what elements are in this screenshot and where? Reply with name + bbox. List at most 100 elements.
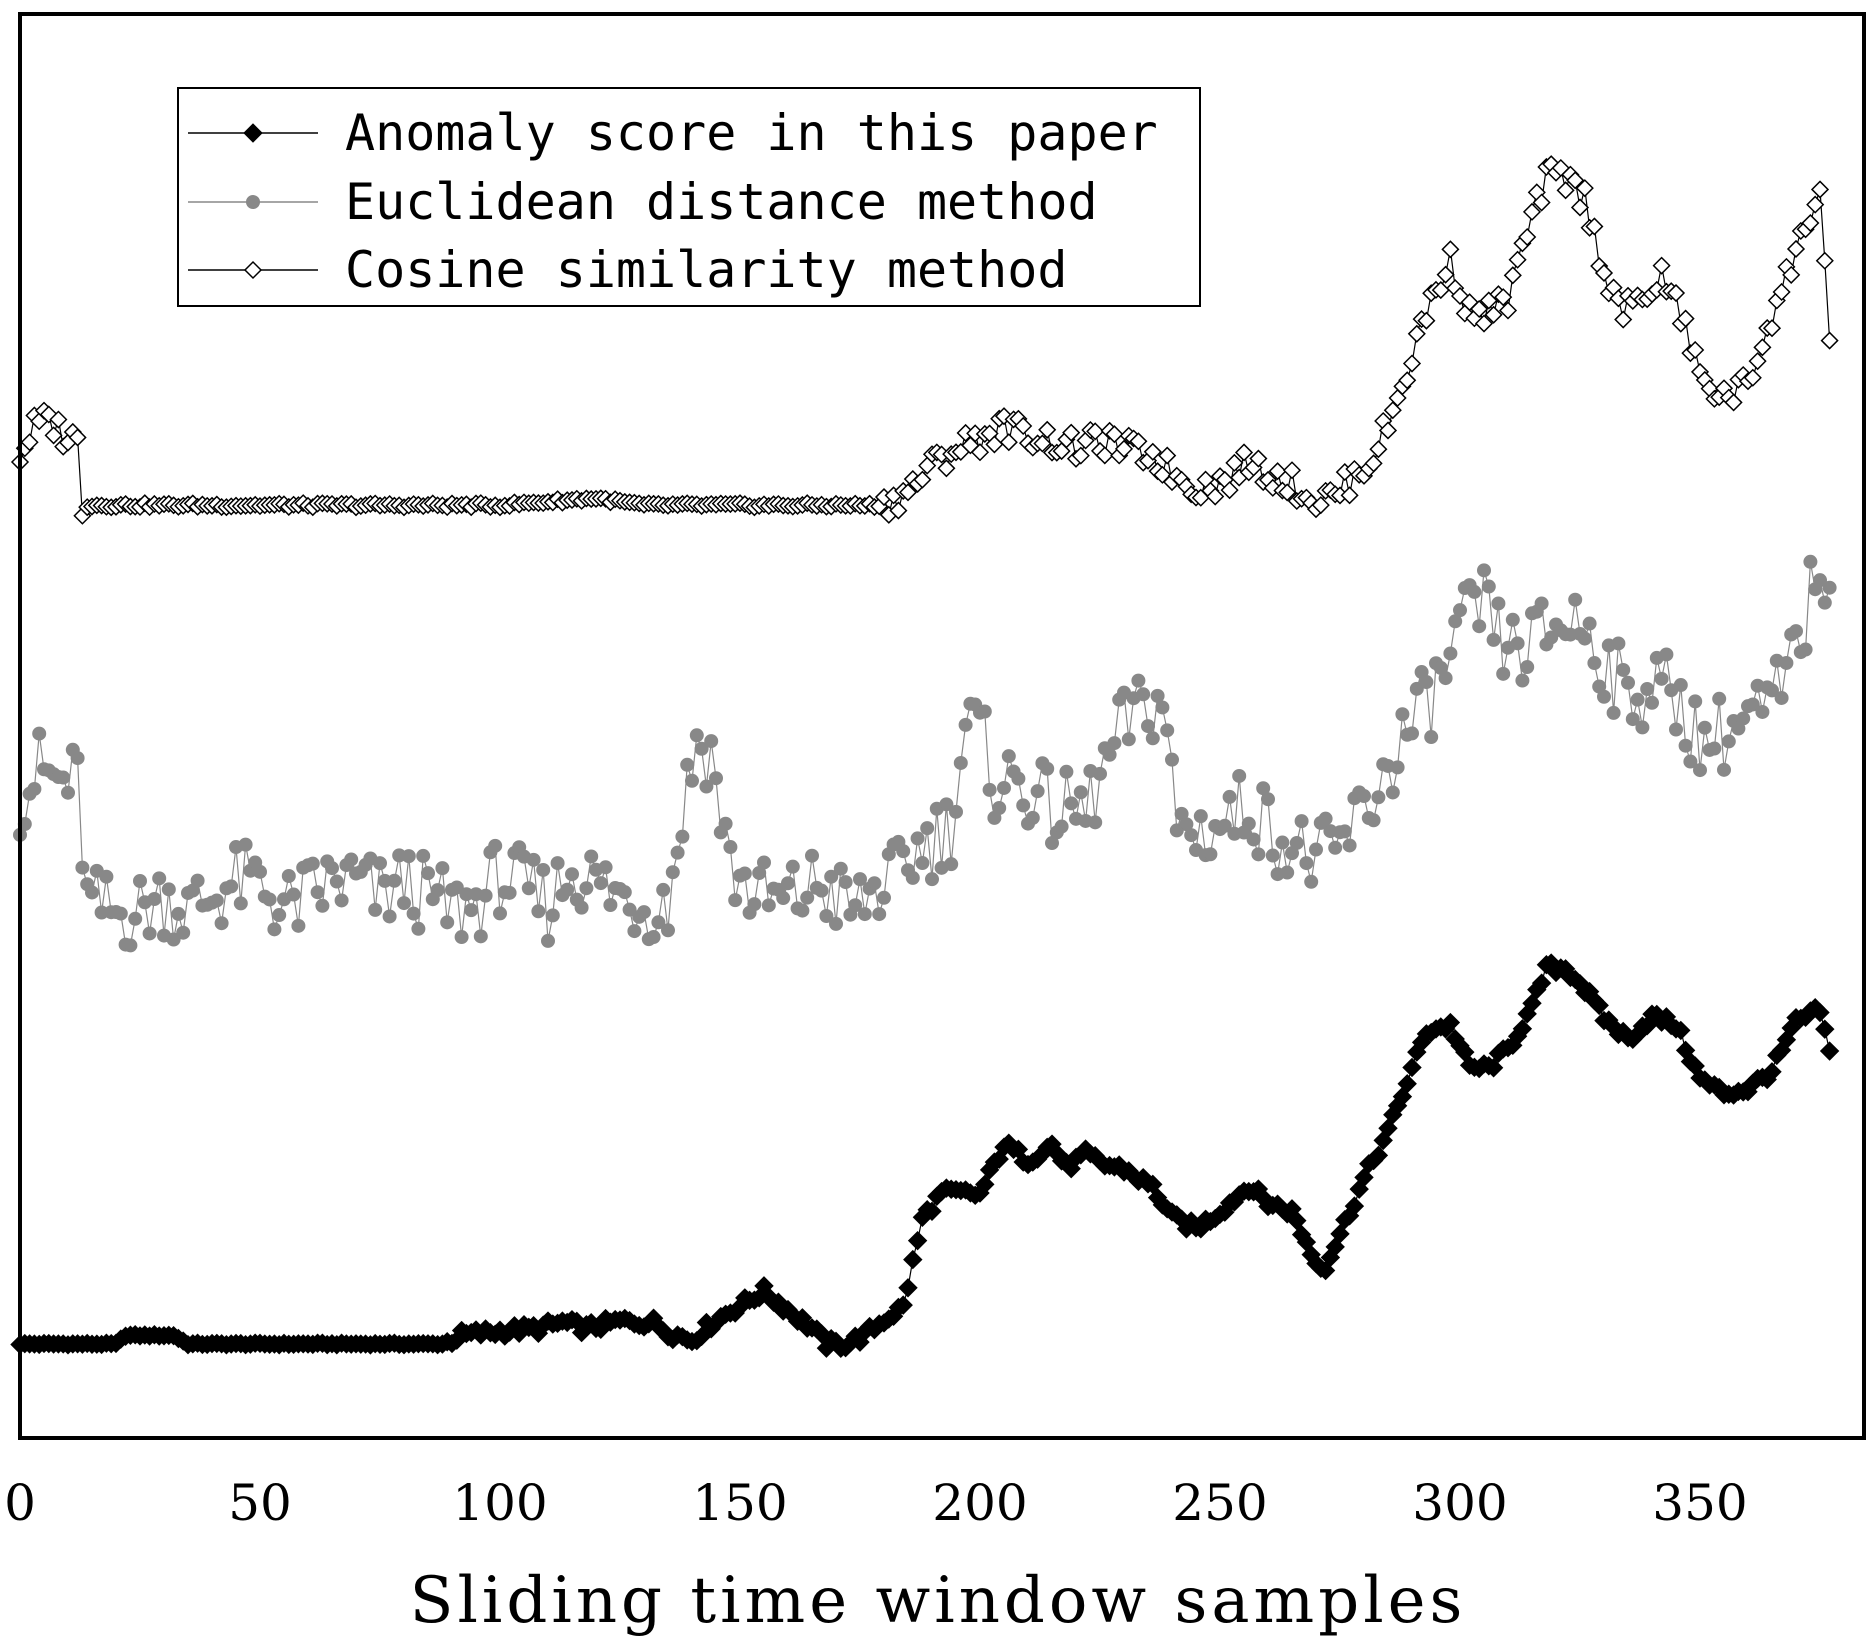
data-point	[565, 867, 579, 882]
data-point	[867, 876, 882, 891]
legend-marker	[243, 260, 263, 280]
data-point	[1088, 815, 1103, 830]
data-point	[1206, 487, 1225, 506]
data-point	[1510, 636, 1525, 651]
data-point	[699, 779, 714, 794]
data-point	[214, 916, 229, 931]
data-point	[20, 433, 39, 452]
data-point	[1330, 1224, 1350, 1244]
data-point	[1786, 239, 1806, 259]
legend-marker	[246, 195, 260, 209]
data-point	[1810, 1002, 1830, 1023]
data-point	[593, 876, 608, 891]
data-point	[680, 757, 695, 772]
data-point	[464, 903, 479, 918]
data-point	[1278, 483, 1297, 502]
data-point	[1683, 754, 1698, 769]
data-point	[958, 717, 973, 732]
data-point	[1568, 592, 1583, 607]
series-1	[10, 953, 1840, 1358]
data-point	[661, 923, 675, 938]
data-point	[1402, 1057, 1422, 1078]
data-point	[1589, 995, 1609, 1016]
data-point	[781, 876, 795, 891]
data-point	[1779, 655, 1794, 670]
data-point	[123, 938, 138, 953]
data-point	[1803, 554, 1818, 569]
data-point	[982, 782, 997, 797]
data-point	[1671, 1020, 1691, 1041]
data-point	[1402, 354, 1422, 373]
data-point	[1772, 282, 1791, 302]
data-point	[1268, 462, 1287, 481]
data-point	[857, 907, 872, 922]
data-point	[949, 804, 963, 819]
data-point	[1241, 816, 1256, 831]
data-point	[1645, 695, 1659, 710]
x-axis-title: Sliding time window samples	[410, 1564, 1467, 1638]
data-point	[1570, 198, 1590, 217]
data-point	[685, 773, 699, 788]
data-point	[147, 891, 162, 906]
data-point	[903, 1249, 923, 1270]
data-point	[1531, 973, 1552, 993]
data-point	[1697, 720, 1712, 735]
data-point	[1095, 446, 1114, 465]
data-point	[1246, 832, 1261, 847]
data-point	[1390, 760, 1405, 775]
data-point	[1424, 730, 1439, 745]
data-point	[977, 704, 992, 719]
data-point	[1364, 454, 1383, 473]
data-point	[1614, 310, 1633, 329]
data-point	[1131, 673, 1146, 688]
data-point	[913, 470, 932, 489]
data-point	[291, 918, 306, 933]
data-point	[1503, 266, 1522, 285]
data-point	[1686, 340, 1705, 360]
data-point	[617, 885, 632, 900]
data-point	[1001, 749, 1016, 764]
data-point	[1107, 736, 1122, 751]
data-point	[1217, 818, 1232, 833]
data-point	[907, 1230, 928, 1251]
data-point	[49, 410, 68, 429]
data-point	[1193, 809, 1208, 824]
data-point	[898, 1278, 918, 1298]
data-point	[478, 888, 493, 903]
data-point	[1141, 719, 1155, 734]
legend-entry: Cosine similarity method	[188, 241, 1067, 299]
data-point	[1721, 734, 1736, 749]
series-layer	[10, 155, 1840, 1358]
data-point	[1143, 442, 1162, 461]
data-point	[1755, 704, 1770, 719]
data-point	[985, 435, 1004, 454]
data-point	[128, 911, 143, 926]
data-point	[1014, 416, 1033, 436]
data-point	[75, 860, 90, 875]
data-point	[550, 856, 565, 871]
data-point	[814, 883, 829, 898]
data-point	[1220, 481, 1239, 500]
data-point	[1225, 453, 1244, 472]
data-point	[1753, 338, 1772, 357]
data-point	[925, 872, 939, 887]
data-point	[262, 892, 277, 907]
legend-box	[177, 87, 1201, 307]
data-point	[997, 780, 1011, 795]
data-point	[1678, 738, 1693, 753]
data-point	[1745, 697, 1760, 712]
data-point	[1815, 1019, 1835, 1039]
data-point	[224, 879, 239, 894]
data-point	[785, 859, 800, 874]
data-point	[382, 909, 397, 924]
data-point	[1261, 792, 1275, 807]
data-point	[1160, 723, 1175, 738]
data-point	[1621, 675, 1635, 690]
data-point	[1011, 771, 1026, 786]
data-point	[1337, 824, 1352, 839]
data-point	[1762, 319, 1782, 338]
data-point	[728, 893, 743, 908]
data-point	[1801, 214, 1820, 233]
data-point	[1203, 847, 1218, 862]
